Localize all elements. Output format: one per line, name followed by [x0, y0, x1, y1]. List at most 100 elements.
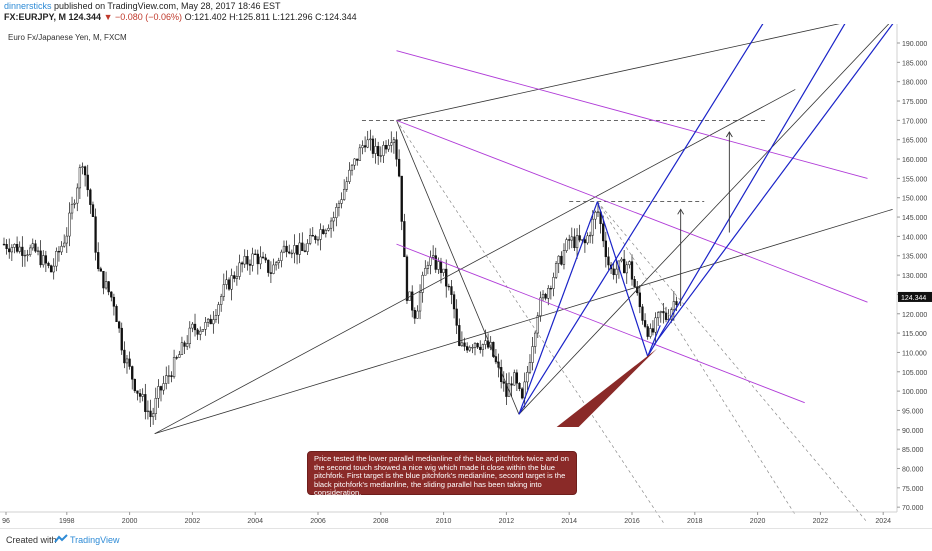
price-tick-label: 105.000 — [902, 370, 927, 377]
candle-body — [335, 207, 338, 218]
candle-body — [602, 223, 605, 242]
price-tick-label: 160.000 — [902, 157, 927, 164]
drawings — [154, 24, 894, 523]
candle-body — [183, 342, 186, 347]
candle-body — [217, 304, 220, 316]
candle-body — [455, 308, 458, 326]
author-link[interactable]: dinnersticks — [4, 1, 52, 11]
candle-body — [2, 243, 6, 246]
candle-body — [309, 235, 312, 244]
candle-body — [81, 166, 84, 168]
candle-body — [63, 242, 66, 247]
candle-body — [47, 262, 50, 266]
candle-body — [371, 138, 375, 154]
candle-body — [269, 272, 273, 274]
change-value: ▼ −0.080 (−0.06%) — [103, 12, 183, 22]
candle-body — [418, 292, 422, 312]
magenta-line-top — [396, 50, 868, 179]
candle-body — [154, 398, 157, 414]
price-tick-label: 185.000 — [902, 60, 927, 67]
annotation-callout[interactable]: Price tested the lower parallel medianli… — [307, 451, 577, 497]
candle-body — [382, 145, 385, 156]
price-tick-label: 165.000 — [902, 138, 927, 145]
candle-body — [518, 383, 521, 389]
candle-body — [513, 372, 516, 386]
candle-body — [180, 342, 184, 355]
tradingview-brand[interactable]: TradingView — [70, 535, 120, 545]
candle-body — [583, 239, 587, 244]
candle-body — [10, 247, 13, 253]
dashed-diagonal-2 — [597, 201, 868, 523]
candle-body — [319, 229, 322, 240]
candle-body — [397, 158, 401, 177]
candle-body — [70, 203, 74, 214]
candle-body — [91, 204, 95, 217]
candle-body — [144, 394, 147, 412]
candle-body — [332, 217, 335, 222]
candle-body — [541, 293, 545, 299]
time-tick-label: 2002 — [185, 518, 201, 525]
candle-body — [570, 236, 573, 241]
candle-body — [65, 235, 68, 244]
time-axis: 96 1998 2000 2002 2004 2006 2008 2010 2012 2014 20… — [0, 511, 897, 525]
candle-body — [107, 281, 110, 293]
candle-body — [125, 358, 129, 364]
annotation-pointer — [556, 348, 658, 427]
candle-body — [76, 187, 79, 204]
candle-body — [439, 261, 443, 273]
time-tick-label: 2022 — [813, 518, 829, 525]
candle-body — [628, 261, 631, 266]
price-tick-label: 115.000 — [902, 331, 927, 338]
candle-body — [476, 343, 479, 348]
candle-body — [5, 244, 8, 249]
last-price: 124.344 — [68, 12, 102, 22]
candle-body — [115, 306, 118, 322]
candle-body — [429, 256, 432, 266]
price-tick-label: 90.000 — [902, 428, 924, 435]
candle-body — [146, 410, 150, 413]
price-axis: 190.000 185.000 180.000 175.000 170.000 165.0… — [896, 24, 932, 512]
candle-body — [379, 155, 382, 157]
candle-body — [110, 291, 113, 298]
candle-body — [387, 145, 390, 150]
candle-body — [102, 271, 105, 289]
price-tick-label: 110.000 — [902, 350, 927, 357]
candle-body — [86, 174, 89, 191]
candle-body — [206, 318, 210, 323]
candle-body — [573, 236, 576, 249]
candle-body — [337, 203, 341, 208]
candle-body — [15, 244, 19, 252]
time-tick-label: 2004 — [247, 518, 263, 525]
candle-body — [638, 292, 642, 308]
candle-body — [280, 251, 283, 261]
candle-body — [463, 342, 466, 347]
candle-body — [424, 268, 427, 276]
symbol-label[interactable]: FX:EURJPY, M — [4, 12, 67, 22]
candle-body — [94, 216, 97, 253]
candle-body — [596, 211, 600, 213]
candle-body — [552, 277, 555, 289]
candle-body — [8, 248, 11, 253]
candle-body — [426, 265, 430, 269]
candle-body — [471, 347, 474, 349]
candle-body — [261, 256, 265, 259]
candle-body — [254, 253, 257, 255]
candle-body — [230, 275, 233, 290]
price-chart[interactable]: 190.000 185.000 180.000 175.000 170.000 165.0… — [0, 24, 932, 528]
price-tick-label: 190.000 — [902, 41, 927, 48]
candles — [2, 129, 678, 428]
candle-body — [322, 229, 325, 234]
candle-body — [97, 252, 100, 269]
candle-body — [214, 314, 218, 320]
candle-body — [49, 265, 53, 273]
candle-body — [34, 243, 37, 252]
candle-body — [204, 322, 207, 330]
price-tick-label: 140.000 — [902, 234, 927, 241]
candle-body — [264, 257, 267, 261]
candle-body — [123, 349, 126, 364]
time-tick-label: 2008 — [373, 518, 389, 525]
candle-body — [416, 310, 419, 319]
candle-body — [591, 218, 594, 236]
time-tick-label: 2018 — [687, 518, 703, 525]
candle-body — [138, 393, 142, 397]
